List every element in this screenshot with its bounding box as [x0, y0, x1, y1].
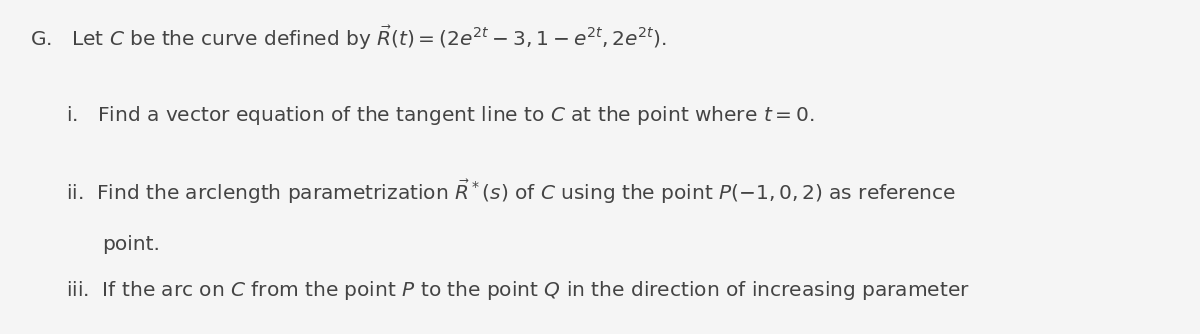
- Text: point.: point.: [102, 235, 160, 255]
- Text: G.   Let $C$ be the curve defined by $\vec{R}(t) = (2e^{2t} - 3, 1 - e^{2t}, 2e^: G. Let $C$ be the curve defined by $\vec…: [30, 23, 667, 52]
- Text: i.   Find a vector equation of the tangent line to $C$ at the point where $t = 0: i. Find a vector equation of the tangent…: [66, 104, 815, 127]
- Text: ii.  Find the arclength parametrization $\vec{R}^*(s)$ of $C$ using the point $P: ii. Find the arclength parametrization $…: [66, 177, 955, 205]
- Text: iii.  If the arc on $C$ from the point $P$ to the point $Q$ in the direction of : iii. If the arc on $C$ from the point $P…: [66, 279, 970, 302]
